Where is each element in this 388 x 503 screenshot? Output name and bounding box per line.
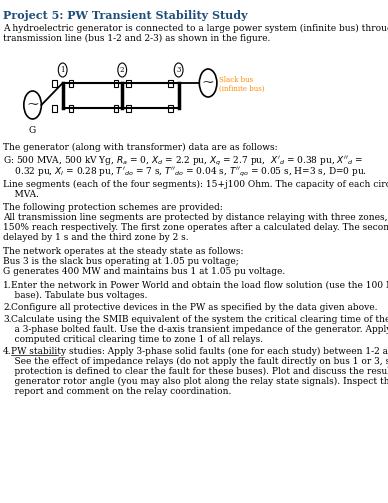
Text: 1.: 1. [3,281,12,290]
Text: Configure all protective devices in the PW as specified by the data given above.: Configure all protective devices in the … [11,303,378,312]
Text: base). Tabulate bus voltages.: base). Tabulate bus voltages. [3,291,148,300]
Text: Project 5: PW Transient Stability Study: Project 5: PW Transient Stability Study [3,10,248,21]
Text: 3.: 3. [3,315,12,324]
Text: All transmission line segments are protected by distance relaying with three zon: All transmission line segments are prote… [3,213,388,222]
Text: G: 500 MVA, 500 kV Yg, $R_a$ = 0, $X_d$ = 2.2 pu, $X_q$ = 2.7 pu,  $X'_d$ = 0.38: G: 500 MVA, 500 kV Yg, $R_a$ = 0, $X_d$ … [3,155,363,168]
Text: G generates 400 MW and maintains bus 1 at 1.05 pu voltage.: G generates 400 MW and maintains bus 1 a… [3,267,286,276]
Text: A hydroelectric generator is connected to a large power system (infinite bus) th: A hydroelectric generator is connected t… [3,24,388,33]
Text: Line segments (each of the four segments): 15+j100 Ohm. The capacity of each cir: Line segments (each of the four segments… [3,180,388,189]
Text: Calculate using the SMIB equivalent of the system the critical clearing time of : Calculate using the SMIB equivalent of t… [11,315,388,324]
Text: delayed by 1 s and the third zone by 2 s.: delayed by 1 s and the third zone by 2 s… [3,233,189,242]
Text: The generator (along with transformer) data are as follows:: The generator (along with transformer) d… [3,143,278,152]
Text: 3: 3 [177,66,181,74]
Text: The network operates at the steady state as follows:: The network operates at the steady state… [3,247,244,256]
Text: The following protection schemes are provided:: The following protection schemes are pro… [3,203,223,212]
Text: transmission line (bus 1-2 and 2-3) as shown in the figure.: transmission line (bus 1-2 and 2-3) as s… [3,34,270,43]
Text: 4.: 4. [3,347,12,356]
Text: ~: ~ [202,76,215,90]
Text: MVA.: MVA. [3,190,39,199]
Text: a 3-phase bolted fault. Use the d-axis transient impedance of the generator. App: a 3-phase bolted fault. Use the d-axis t… [3,325,388,334]
Text: 2: 2 [120,66,125,74]
Text: G: G [29,126,36,135]
Text: Slack bus
(infinite bus): Slack bus (infinite bus) [219,76,264,93]
Text: Bus 3 is the slack bus operating at 1.05 pu voltage;: Bus 3 is the slack bus operating at 1.05… [3,257,239,266]
Text: Enter the network in Power World and obtain the load flow solution (use the 100 : Enter the network in Power World and obt… [11,281,388,290]
Text: 1: 1 [61,66,65,74]
Text: See the effect of impedance relays (do not apply the fault directly on bus 1 or : See the effect of impedance relays (do n… [3,357,388,366]
Text: protection is defined to clear the fault for these buses). Plot and discuss the : protection is defined to clear the fault… [3,367,388,376]
Text: generator rotor angle (you may also plot along the relay state signals). Inspect: generator rotor angle (you may also plot… [3,377,388,386]
Text: report and comment on the relay coordination.: report and comment on the relay coordina… [3,387,232,396]
Text: 150% reach respectively. The first zone operates after a calculated delay. The s: 150% reach respectively. The first zone … [3,223,388,232]
Text: ~: ~ [26,98,39,112]
Text: computed critical clearing time to zone 1 of all relays.: computed critical clearing time to zone … [3,335,263,344]
Text: 0.32 pu, $X_l$ = 0.28 pu, $T'_{do}$ = 7 s, $T''_{do}$ = 0.04 s, $T''_{qo}$ = 0.0: 0.32 pu, $X_l$ = 0.28 pu, $T'_{do}$ = 7 … [3,166,367,179]
Text: 2.: 2. [3,303,12,312]
Text: PW stability studies: Apply 3-phase solid faults (one for each study) between 1-: PW stability studies: Apply 3-phase soli… [11,347,388,356]
